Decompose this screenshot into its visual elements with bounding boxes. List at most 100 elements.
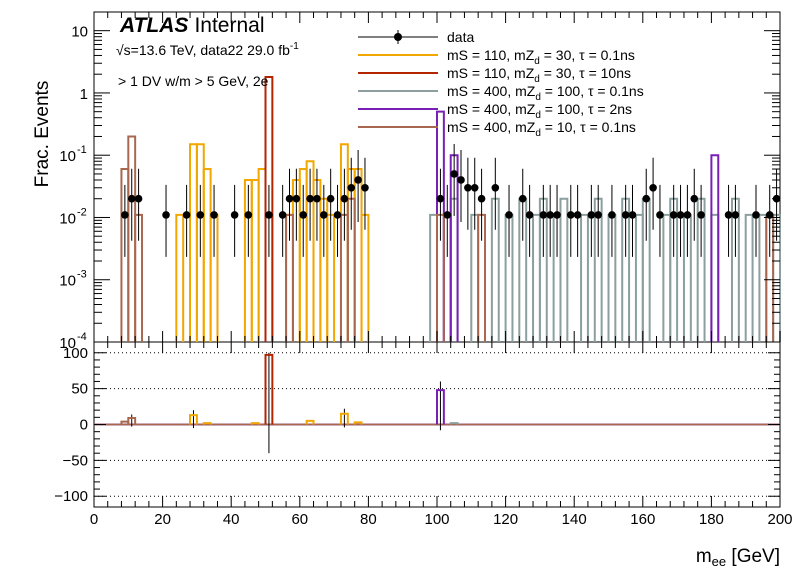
data-point bbox=[320, 211, 328, 219]
signal-bin-s3 bbox=[559, 197, 569, 342]
signal-bin-s2 bbox=[264, 76, 274, 342]
data-point bbox=[477, 194, 486, 203]
x-tick-label: 140 bbox=[562, 511, 587, 528]
ratio-y-tick-label: 0 bbox=[80, 417, 88, 434]
main-plot-area bbox=[120, 76, 781, 342]
y-tick-label: 10 bbox=[59, 273, 76, 290]
data-point bbox=[244, 211, 253, 219]
data-point bbox=[724, 211, 733, 219]
data-point bbox=[539, 211, 548, 219]
ratio-spike-s1 bbox=[202, 422, 212, 425]
x-axis-title-sub: ee bbox=[712, 554, 726, 569]
atlas-experiment-text: ATLAS bbox=[119, 14, 188, 37]
data-point bbox=[457, 176, 465, 184]
legend-text-rest: = 100, τ = 0.1ns bbox=[541, 83, 644, 99]
x-tick-label: 0 bbox=[90, 511, 98, 528]
x-axis-title-unit: [GeV] bbox=[726, 546, 780, 567]
data-point bbox=[196, 211, 205, 219]
ratio-spike-s1 bbox=[353, 421, 363, 425]
ratio-spike-s1 bbox=[305, 419, 315, 425]
data-point bbox=[333, 211, 342, 219]
atlas-label: ATLAS Internal bbox=[119, 14, 264, 37]
data-point bbox=[690, 194, 699, 203]
data-point bbox=[443, 211, 452, 219]
data-point bbox=[292, 194, 301, 203]
y-tick-exponent: -1 bbox=[77, 144, 87, 156]
legend-text-rest: = 30, τ = 10ns bbox=[540, 65, 631, 81]
data-point bbox=[642, 194, 651, 203]
data-point bbox=[505, 211, 513, 219]
ratio-spike-s5 bbox=[120, 420, 130, 425]
legend-text: mS = 110, mZ bbox=[447, 65, 535, 81]
ratio-spike-s2 bbox=[264, 353, 274, 425]
signal-bin-s3 bbox=[580, 213, 589, 342]
axes: 0 20 40 60 80 100 120 140 160 180 20010110-110-210… bbox=[54, 12, 793, 528]
ratio-y-tick-label: 50 bbox=[71, 381, 88, 398]
data-point bbox=[361, 183, 369, 192]
y-tick-label: 10 bbox=[59, 148, 76, 165]
data-point bbox=[752, 211, 760, 219]
ratio-y-tick-label: −50 bbox=[63, 452, 88, 469]
atlas-status-text: Internal bbox=[194, 14, 264, 37]
data-point bbox=[210, 211, 218, 219]
legend-text-rest: = 100, τ = 2ns bbox=[541, 101, 632, 117]
data-point bbox=[656, 211, 664, 219]
legend-label-data: data bbox=[447, 29, 474, 45]
data-point bbox=[313, 194, 321, 203]
y-tick-label: 10 bbox=[59, 210, 76, 227]
legend-subscript: d bbox=[534, 56, 540, 67]
legend-text: mS = 400, mZ bbox=[447, 101, 536, 117]
energy-lumi-label: √s=13.6 TeV, data22 29.0 fb-1 bbox=[116, 41, 299, 58]
legend-text: mS = 400, mZ bbox=[447, 119, 536, 135]
data-point bbox=[553, 211, 561, 219]
data-point bbox=[608, 211, 616, 219]
data-point bbox=[621, 211, 630, 219]
data-point bbox=[669, 211, 678, 219]
y-tick-label: 1 bbox=[80, 86, 88, 103]
data-point bbox=[587, 211, 596, 219]
data-point bbox=[162, 211, 170, 219]
data-point bbox=[134, 194, 143, 203]
y-tick-label: 10 bbox=[59, 335, 76, 352]
x-axis-title-main: m bbox=[696, 546, 712, 567]
legend-label-s2: mS = 110, mZd = 30, τ = 10ns bbox=[447, 65, 631, 85]
data-point bbox=[697, 211, 705, 219]
signal-bin-s3 bbox=[744, 213, 754, 342]
data-point bbox=[470, 183, 479, 192]
ratio-plot-area bbox=[94, 352, 780, 497]
data-point bbox=[628, 211, 637, 219]
data-point bbox=[285, 194, 294, 203]
x-tick-label: 100 bbox=[424, 511, 449, 528]
data-point bbox=[326, 194, 335, 203]
data-point bbox=[731, 211, 740, 219]
legend-subscript: d bbox=[534, 74, 540, 85]
x-axis-title: mee [GeV] bbox=[696, 546, 780, 569]
data-point bbox=[182, 211, 191, 219]
data-point bbox=[546, 211, 554, 219]
legend-label-s5: mS = 400, mZd = 10, τ = 0.1ns bbox=[447, 119, 636, 139]
legend-marker bbox=[394, 33, 402, 41]
data-point bbox=[594, 211, 603, 219]
legend-label-s4: mS = 400, mZd = 100, τ = 2ns bbox=[447, 101, 632, 121]
x-tick-label: 120 bbox=[493, 511, 518, 528]
ratio-spike-s3 bbox=[449, 422, 459, 425]
ratio-spike-s4 bbox=[436, 389, 445, 425]
ratio-y-tick-label: 100 bbox=[63, 345, 88, 362]
x-tick-label: 180 bbox=[699, 511, 724, 528]
y-tick-exponent: -2 bbox=[77, 206, 87, 218]
data-point bbox=[121, 211, 129, 219]
data-point bbox=[450, 170, 458, 178]
data-point bbox=[464, 183, 472, 192]
data-point bbox=[436, 194, 445, 203]
data-point bbox=[347, 183, 356, 192]
data-point bbox=[518, 194, 527, 203]
lumi-exponent: -1 bbox=[290, 41, 299, 52]
data-point bbox=[306, 194, 314, 203]
ratio-spike-s1 bbox=[189, 414, 198, 425]
data-point bbox=[683, 211, 692, 219]
data-point bbox=[525, 211, 534, 219]
data-point bbox=[299, 211, 308, 219]
x-tick-label: 40 bbox=[223, 511, 240, 528]
